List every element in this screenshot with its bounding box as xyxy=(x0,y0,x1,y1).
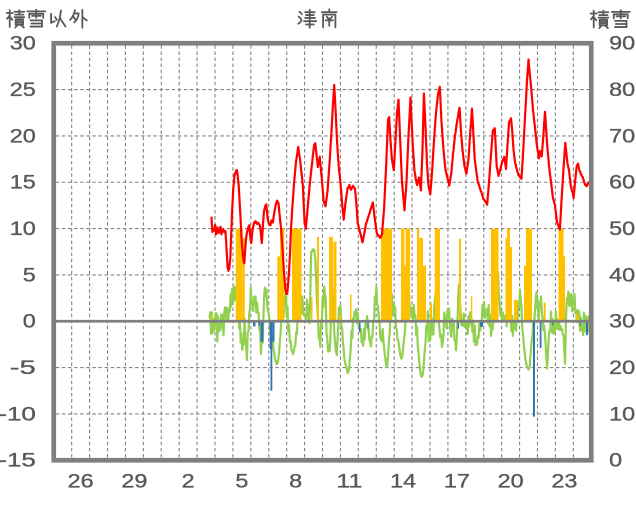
svg-text:-15: -15 xyxy=(0,450,36,472)
svg-text:40: 40 xyxy=(609,264,635,286)
svg-text:20: 20 xyxy=(498,470,524,492)
svg-text:90: 90 xyxy=(609,33,635,55)
svg-text:-10: -10 xyxy=(0,403,36,425)
svg-text:25: 25 xyxy=(10,79,36,101)
svg-text:70: 70 xyxy=(609,125,635,147)
svg-text:5: 5 xyxy=(235,470,248,492)
svg-text:11: 11 xyxy=(336,470,362,492)
svg-text:8: 8 xyxy=(289,470,302,492)
svg-text:10: 10 xyxy=(609,403,635,425)
svg-text:29: 29 xyxy=(121,470,147,492)
svg-text:0: 0 xyxy=(23,311,36,333)
svg-text:80: 80 xyxy=(609,79,635,101)
svg-text:30: 30 xyxy=(10,33,36,55)
svg-text:20: 20 xyxy=(10,125,36,147)
svg-text:5: 5 xyxy=(23,264,36,286)
svg-text:-5: -5 xyxy=(10,357,36,379)
svg-text:60: 60 xyxy=(609,172,635,194)
svg-text:20: 20 xyxy=(609,357,635,379)
svg-text:26: 26 xyxy=(68,470,94,492)
svg-text:14: 14 xyxy=(390,470,416,492)
svg-text:0: 0 xyxy=(609,450,622,472)
svg-text:2: 2 xyxy=(182,470,195,492)
svg-text:15: 15 xyxy=(10,172,36,194)
svg-text:23: 23 xyxy=(551,470,577,492)
svg-text:30: 30 xyxy=(609,311,635,333)
svg-text:50: 50 xyxy=(609,218,635,240)
svg-text:17: 17 xyxy=(444,470,470,492)
svg-text:10: 10 xyxy=(10,218,36,240)
